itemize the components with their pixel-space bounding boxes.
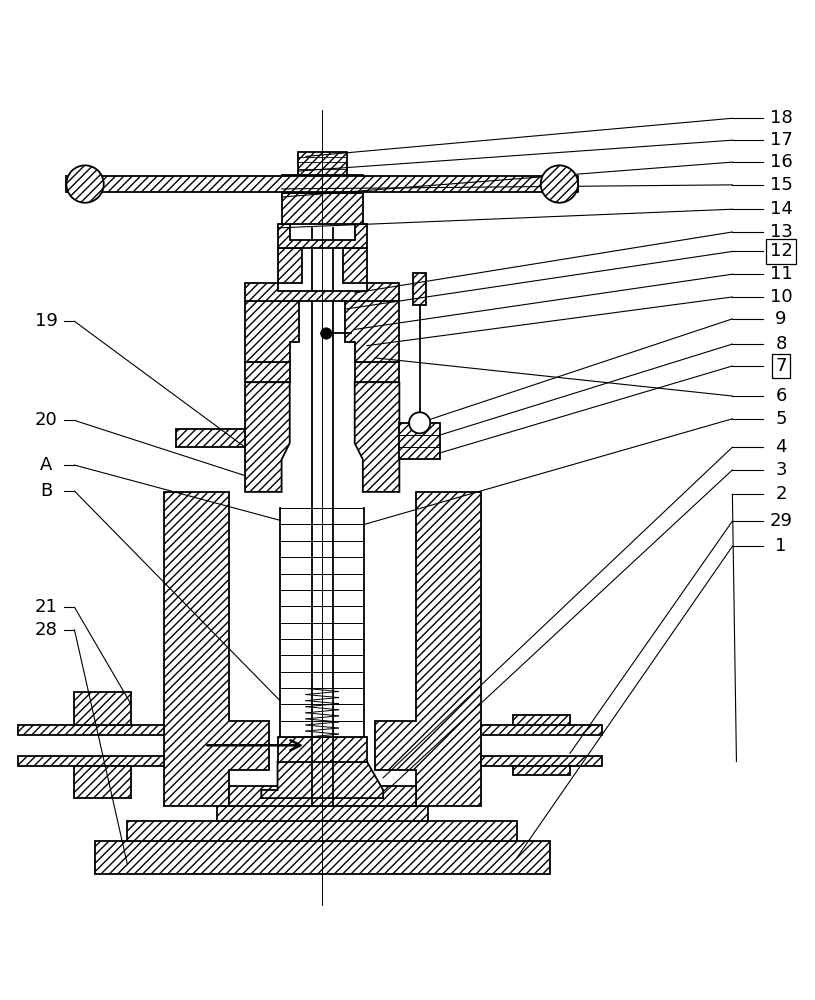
Polygon shape	[399, 423, 440, 459]
Circle shape	[66, 165, 104, 203]
Text: 7: 7	[775, 357, 786, 375]
Polygon shape	[229, 786, 416, 806]
Polygon shape	[513, 766, 570, 775]
Polygon shape	[513, 715, 570, 725]
Polygon shape	[245, 301, 299, 362]
Polygon shape	[245, 382, 289, 492]
Polygon shape	[355, 362, 399, 382]
Polygon shape	[74, 692, 131, 725]
Text: 20: 20	[35, 411, 57, 429]
Polygon shape	[355, 382, 399, 492]
Text: 2: 2	[775, 485, 786, 503]
Text: 8: 8	[775, 335, 786, 353]
Polygon shape	[74, 766, 131, 798]
Text: A: A	[40, 456, 52, 474]
Polygon shape	[66, 176, 578, 192]
Text: B: B	[40, 482, 52, 500]
Text: 9: 9	[775, 310, 786, 328]
Polygon shape	[278, 737, 367, 762]
Text: 11: 11	[769, 265, 792, 283]
Polygon shape	[481, 725, 602, 735]
Text: 21: 21	[34, 598, 58, 616]
Text: 4: 4	[775, 438, 786, 456]
Bar	[413, 273, 426, 305]
Text: 15: 15	[769, 176, 792, 194]
Polygon shape	[278, 224, 367, 248]
Text: 1: 1	[775, 537, 786, 555]
Polygon shape	[282, 193, 363, 224]
Polygon shape	[95, 841, 549, 874]
Polygon shape	[127, 821, 518, 841]
Polygon shape	[217, 806, 428, 821]
Polygon shape	[278, 248, 302, 283]
Text: 6: 6	[775, 387, 786, 405]
Polygon shape	[176, 429, 245, 447]
Text: 16: 16	[769, 153, 792, 171]
Circle shape	[320, 328, 332, 339]
Text: 3: 3	[775, 461, 786, 479]
Text: 28: 28	[34, 621, 58, 639]
Polygon shape	[282, 175, 363, 193]
Text: 18: 18	[769, 109, 792, 127]
Polygon shape	[345, 301, 399, 362]
Polygon shape	[481, 756, 602, 766]
Circle shape	[409, 412, 430, 433]
Polygon shape	[375, 492, 481, 806]
Text: 14: 14	[769, 200, 792, 218]
Polygon shape	[297, 152, 346, 175]
Polygon shape	[262, 762, 383, 798]
Text: 19: 19	[34, 312, 58, 330]
Text: 5: 5	[775, 410, 786, 428]
Text: 17: 17	[769, 131, 792, 149]
Text: 10: 10	[770, 288, 792, 306]
Polygon shape	[18, 756, 164, 766]
Text: 29: 29	[769, 512, 793, 530]
Polygon shape	[245, 362, 289, 382]
Circle shape	[540, 165, 578, 203]
Text: 13: 13	[769, 223, 792, 241]
Polygon shape	[164, 492, 270, 806]
Polygon shape	[342, 248, 367, 283]
Polygon shape	[18, 725, 164, 735]
Polygon shape	[245, 283, 399, 301]
Text: 12: 12	[769, 242, 792, 260]
